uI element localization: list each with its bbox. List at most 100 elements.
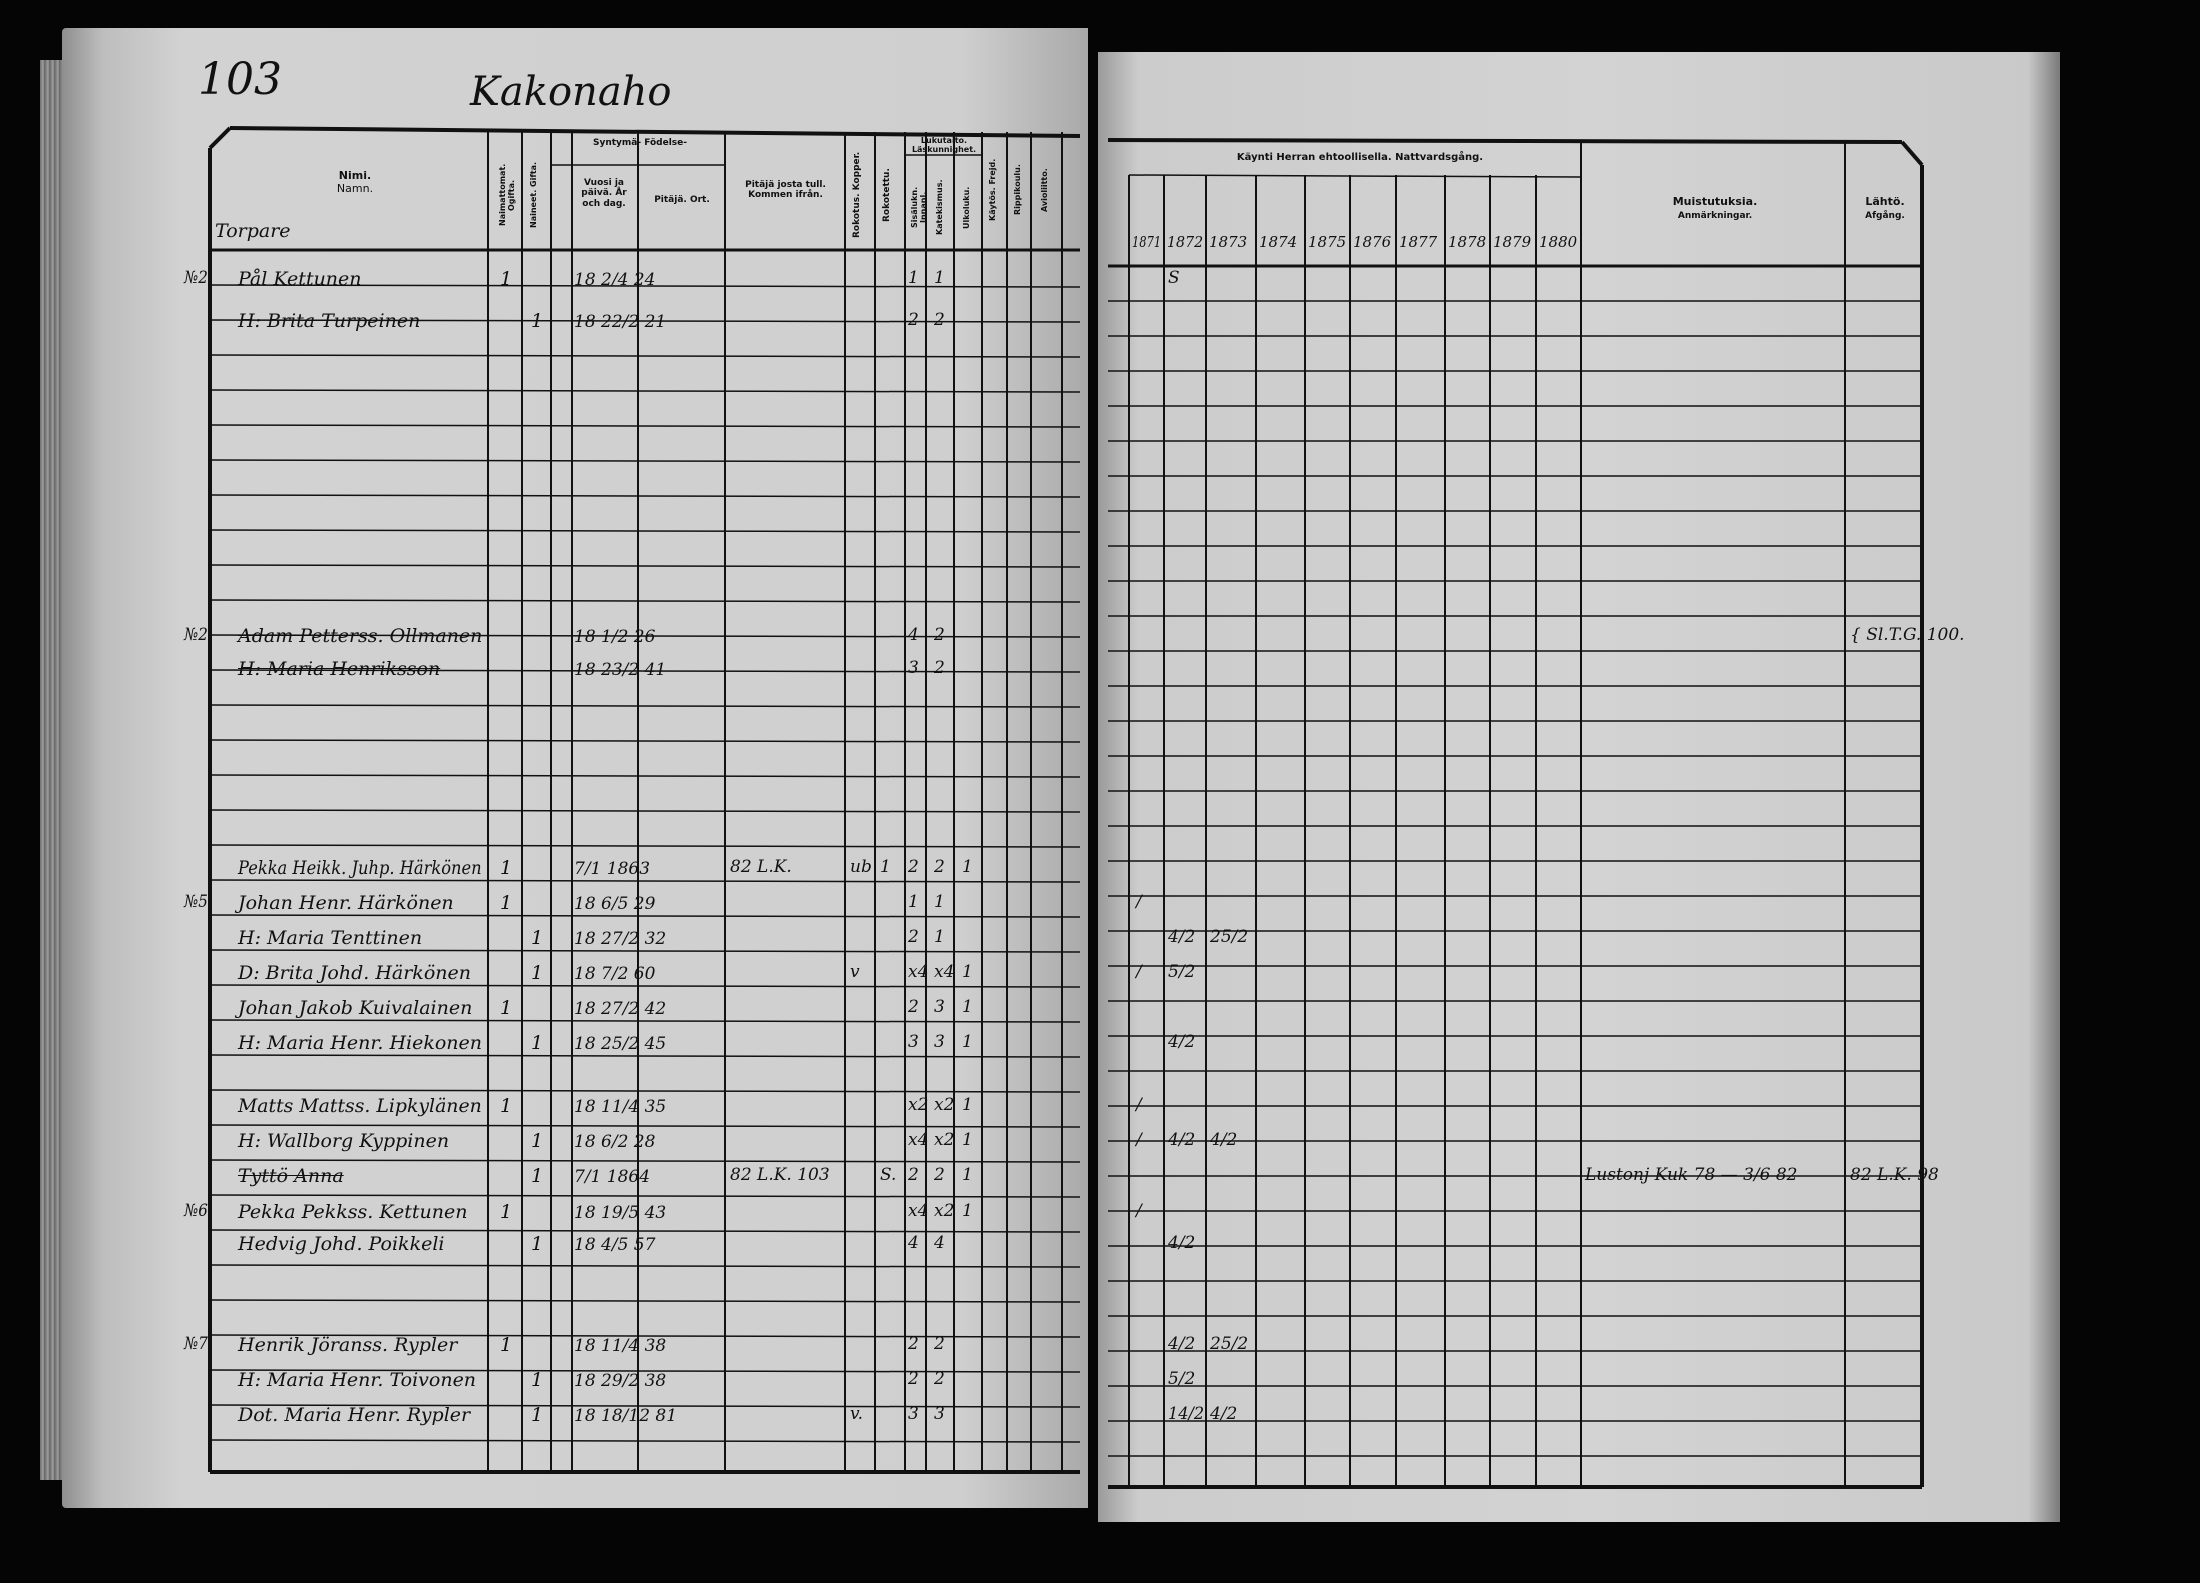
literacy-catechism: 1 [934,927,945,947]
row-line [209,1334,1081,1338]
header-name: Nimi. Namn. [300,169,410,195]
communion-1871: / [1136,1201,1142,1221]
row-line [209,459,1081,463]
communion-1872: S [1168,268,1180,288]
header-birth-date: Vuosi ja päivä. År och dag. [581,178,627,209]
married-mark: 1 [531,1032,544,1054]
birth-date: 18 1/2 26 [574,627,656,647]
header-married: Naineet. Gifta. [529,161,538,229]
row-line [209,1404,1081,1408]
unmarried-mark: 1 [500,1095,513,1117]
literacy-catechism: 3 [934,1032,945,1052]
year-1873: 1873 [1209,233,1248,251]
literacy-outer: 1 [962,962,973,982]
household-number: №5 [184,892,208,912]
birth-date: 18 6/5 29 [574,894,656,914]
married-mark: 1 [531,1130,544,1152]
literacy-inner: 4 [908,1233,919,1253]
household-number: №6 [184,1201,208,1221]
vaccination-mark: v [850,962,860,982]
literacy-inner: 2 [908,1334,919,1354]
person-name: H: Brita Turpeinen [238,310,421,332]
birth-date: 18 27/2 42 [574,999,667,1019]
literacy-outer: 1 [962,1095,973,1115]
person-name: H: Maria Tenttinen [238,927,423,949]
birth-date: 7/1 1864 [574,1167,651,1187]
communion-1872: 4/2 [1168,1334,1196,1354]
person-name: H: Maria Henr. Hiekonen [238,1032,483,1054]
header-departure-sv: Afgång. [1865,210,1905,221]
header-literacy: Lukutaito. Läskunnighet. [911,136,977,155]
household-number: №7 [184,1334,208,1354]
came-from: 82 L.K. [730,857,792,877]
row-line [209,739,1081,743]
communion-1872: 5/2 [1168,962,1196,982]
married-mark: 1 [531,310,544,332]
literacy-inner: 2 [908,927,919,947]
left-frame [229,126,1081,138]
literacy-catechism: 2 [934,310,945,330]
header-birth-place: Pitäjä. Ort. [654,195,710,205]
literacy-outer: 1 [962,997,973,1017]
birth-date: 18 29/2 38 [574,1371,667,1391]
birth-date: 18 7/2 60 [574,964,656,984]
remark: Lustonj Kuk 78 — 3/6 82 [1585,1165,1798,1185]
header-unmarried: Naimattomat. Ogifta. [498,163,517,227]
header-conduct: Käytös. Frejd. [988,158,997,222]
row-line [209,319,1081,323]
communion-1873: 4/2 [1210,1130,1238,1150]
header-remarks: Muistutuksia. Anmärkningar. [1600,195,1830,221]
year-1871: 1871 [1132,233,1162,251]
literacy-inner: 3 [908,1404,919,1424]
header-departure-fi: Lähtö. [1865,195,1905,208]
year-1880: 1880 [1539,233,1578,251]
header-confirmed: Rippikoulu. [1013,164,1022,216]
literacy-catechism: 2 [934,1334,945,1354]
married-mark: 1 [531,1233,544,1255]
communion-1872: 4/2 [1168,1130,1196,1150]
literacy-inner: 4 [908,625,919,645]
person-name: H: Wallborg Kyppinen [238,1130,450,1152]
birth-date: 18 6/2 28 [574,1132,656,1152]
left-page [62,28,1088,1508]
birth-date: 18 18/12 81 [574,1406,678,1426]
literacy-catechism: x2 [934,1130,955,1150]
header-remarks-fi: Muistutuksia. [1672,195,1758,208]
literacy-catechism: 2 [934,1369,945,1389]
communion-1872: 4/2 [1168,1233,1196,1253]
row-line [209,1194,1081,1198]
literacy-catechism: 2 [934,658,945,678]
header-came-from: Pitäjä josta tull. Kommen ifrån. [745,180,826,201]
row-line [209,914,1081,918]
row-line [209,634,1081,638]
row-line [209,1054,1081,1058]
person-name: H: Maria Henr. Toivonen [238,1369,477,1391]
header-subrule [1128,174,1582,178]
birth-date: 7/1 1863 [574,859,651,879]
row-line [209,1229,1081,1233]
header-remarks-sv: Anmärkningar. [1677,210,1753,221]
row-line [209,564,1081,568]
communion-1872: 5/2 [1168,1369,1196,1389]
person-name: Johan Henr. Härkönen [238,892,454,914]
literacy-catechism: x4 [934,962,955,982]
literacy-inner: x4 [908,1130,929,1150]
row-line [209,494,1081,498]
unmarried-mark: 1 [500,892,513,914]
departure: { Sl.T.G. 100. [1850,625,1965,645]
literacy-inner: 2 [908,1369,919,1389]
married-mark: 1 [531,1165,544,1187]
birth-date: 18 27/2 32 [574,929,667,949]
communion-1871: / [1136,892,1142,912]
birth-date: 18 11/4 35 [574,1097,667,1117]
communion-1873: 25/2 [1210,927,1249,947]
literacy-outer: 1 [962,857,973,877]
literacy-outer: 1 [962,1201,973,1221]
row-line [209,1299,1081,1303]
literacy-inner: 2 [908,310,919,330]
literacy-outer: 1 [962,1165,973,1185]
vaccination-mark: ub [850,857,872,877]
year-1878: 1878 [1448,233,1487,251]
